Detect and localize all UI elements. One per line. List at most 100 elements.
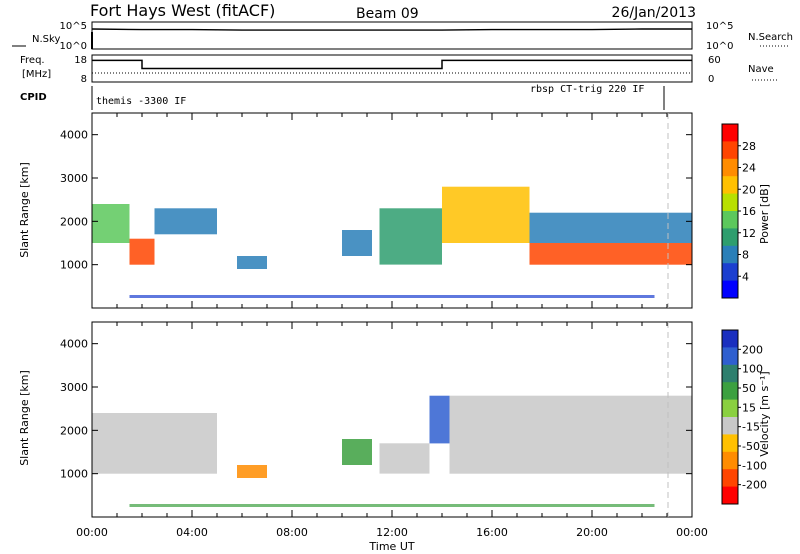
freq-panel: Freq. [MHz] 18 8 60 0 Nave bbox=[20, 54, 778, 85]
freq-frame bbox=[91, 54, 693, 83]
colorbar-segment-6 bbox=[722, 228, 738, 247]
colorbar-tick-label-5: -50 bbox=[742, 440, 760, 453]
echo-region-0 bbox=[92, 204, 130, 243]
colorbar-segment-0 bbox=[722, 124, 738, 142]
xaxis-title: Time UT bbox=[368, 540, 414, 553]
power-colorbar: 28 24 20 16 12 8 4 bbox=[721, 123, 756, 299]
noise-tick-left-top: 10^5 bbox=[60, 21, 87, 32]
ytick-label-4000: 4000 bbox=[60, 129, 88, 142]
colorbar-tick-label-6: -100 bbox=[742, 459, 767, 472]
freq-tick-left-bottom: 8 bbox=[81, 74, 87, 85]
colorbar-tick-label-1: 100 bbox=[742, 363, 763, 376]
noise-tick-right-bottom: 10^0 bbox=[706, 41, 733, 52]
ytick-label-1000: 1000 bbox=[60, 468, 88, 481]
xaxis-labels: 00:00 04:00 08:00 12:00 16:00 20:00 00:00 bbox=[76, 526, 708, 539]
colorbar-tick-label-7: -200 bbox=[742, 479, 767, 492]
ytick-label-4000: 4000 bbox=[60, 338, 88, 351]
power-colorbar-title: Power [dB] bbox=[758, 184, 771, 244]
colorbar-tick-label-3: 16 bbox=[742, 205, 756, 218]
colorbar-segment-4 bbox=[722, 399, 738, 418]
colorbar-segment-2 bbox=[722, 364, 738, 383]
colorbar-segment-9 bbox=[722, 486, 738, 505]
freq-tick-right-top: 60 bbox=[708, 55, 721, 66]
noise-tick-left-bottom: 10^0 bbox=[60, 41, 87, 52]
colorbar-tick-label-4: -15 bbox=[742, 421, 760, 434]
colorbar-tick-label-5: 8 bbox=[742, 249, 749, 262]
echo-region-5 bbox=[379, 208, 442, 265]
colorbar-tick-label-0: 28 bbox=[742, 140, 756, 153]
colorbar-tick-label-0: 200 bbox=[742, 343, 763, 356]
power-xticks bbox=[91, 113, 693, 308]
noise-series bbox=[91, 28, 692, 49]
power-yticks: 1000 2000 3000 4000 bbox=[60, 129, 692, 272]
colorbar-tick-label-3: 15 bbox=[742, 401, 756, 414]
cpid-label: CPID bbox=[20, 92, 47, 103]
freq-line bbox=[92, 59, 692, 70]
xaxis-tick-label-5: 20:00 bbox=[576, 526, 608, 539]
colorbar-segment-2 bbox=[722, 158, 738, 177]
echo-region-5 bbox=[449, 395, 692, 474]
ytick-label-3000: 3000 bbox=[60, 381, 88, 394]
noise-frame bbox=[91, 21, 693, 50]
colorbar-tick-label-6: 4 bbox=[742, 270, 749, 283]
colorbar-segment-3 bbox=[722, 176, 738, 195]
xaxis-tick-label-6: 00:00 bbox=[676, 526, 708, 539]
echo-region-2 bbox=[342, 439, 372, 465]
cpid-mode-1: themis -3300 IF bbox=[96, 96, 186, 107]
echo-region-1 bbox=[237, 465, 267, 478]
colorbar-segment-0 bbox=[722, 330, 738, 348]
noise-panel: N.Sky 10^5 10^0 10^5 10^0 N.Search bbox=[12, 21, 793, 52]
colorbar-tick-label-2: 20 bbox=[742, 183, 756, 196]
colorbar-segment-5 bbox=[722, 417, 738, 435]
velocity-ylabel: Slant Range [km] bbox=[18, 370, 31, 466]
colorbar-segment-6 bbox=[722, 434, 738, 453]
noise-line bbox=[91, 28, 692, 31]
xaxis-tick-label-4: 16:00 bbox=[476, 526, 508, 539]
ytick-label-3000: 3000 bbox=[60, 172, 88, 185]
echo-region-3 bbox=[379, 443, 430, 474]
near-range-clutter bbox=[129, 504, 655, 507]
colorbar-segment-7 bbox=[722, 245, 738, 264]
echo-region-1 bbox=[129, 238, 155, 265]
colorbar-frame bbox=[721, 329, 739, 505]
power-ylabel: Slant Range [km] bbox=[18, 162, 31, 258]
noise-right-label: N.Search bbox=[748, 32, 793, 43]
colorbar-segment-7 bbox=[722, 451, 738, 470]
colorbar-segment-3 bbox=[722, 382, 738, 401]
colorbar-tick-label-1: 24 bbox=[742, 162, 756, 175]
velocity-yticks: 1000 2000 3000 4000 bbox=[60, 338, 692, 481]
xaxis-tick-label-0: 00:00 bbox=[76, 526, 108, 539]
date-title: 26/Jan/2013 bbox=[612, 5, 696, 21]
echo-region-2 bbox=[154, 208, 217, 235]
echo-region-6 bbox=[442, 186, 530, 243]
noise-left-label: N.Sky bbox=[32, 34, 60, 45]
echo-region-4 bbox=[342, 230, 372, 256]
ytick-label-2000: 2000 bbox=[60, 215, 88, 228]
ytick-label-1000: 1000 bbox=[60, 259, 88, 272]
ytick-label-2000: 2000 bbox=[60, 424, 88, 437]
freq-tick-right-bottom: 0 bbox=[708, 74, 714, 85]
colorbar-segment-9 bbox=[722, 280, 738, 299]
colorbar-segment-5 bbox=[722, 211, 738, 229]
echo-region-0 bbox=[92, 413, 217, 474]
xaxis-tick-label-3: 12:00 bbox=[376, 526, 408, 539]
colorbar-segment-1 bbox=[722, 347, 738, 366]
colorbar-segment-4 bbox=[722, 193, 738, 212]
colorbar-segment-1 bbox=[722, 141, 738, 160]
colorbar-tick-label-4: 12 bbox=[742, 227, 756, 240]
freq-left-label-1: Freq. bbox=[20, 55, 45, 66]
freq-right-label: Nave bbox=[748, 64, 774, 75]
xaxis-tick-label-2: 08:00 bbox=[276, 526, 308, 539]
velocity-panel: 1000 2000 3000 4000 Slant Range [km] bbox=[18, 321, 693, 518]
xaxis-tick-label-1: 04:00 bbox=[176, 526, 208, 539]
noise-tick-right-top: 10^5 bbox=[706, 21, 733, 32]
echo-region-4 bbox=[429, 395, 450, 444]
echo-region-8 bbox=[529, 212, 692, 243]
echo-region-7 bbox=[529, 243, 692, 265]
colorbar-segment-8 bbox=[722, 263, 738, 282]
cpid-mode-2: rbsp CT-trig 220 IF bbox=[530, 84, 644, 95]
velocity-colorbar: 200 100 50 15 -15 -50 -100 -200 bbox=[721, 329, 767, 505]
freq-tick-left-top: 18 bbox=[74, 55, 87, 66]
beam-title: Beam 09 bbox=[356, 6, 419, 22]
